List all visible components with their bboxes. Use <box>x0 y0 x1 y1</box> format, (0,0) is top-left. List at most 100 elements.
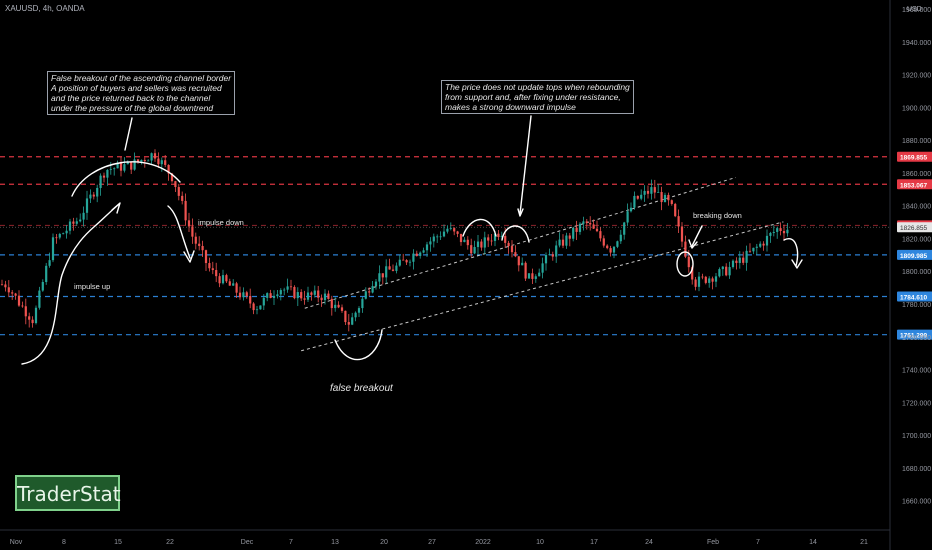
annotation-line: under the pressure of the global downtre… <box>51 103 214 113</box>
level-tag-label: 1869.855 <box>900 155 927 162</box>
candle-body <box>718 269 721 277</box>
y-tick-label: 1820.000 <box>902 236 931 243</box>
candle-body <box>170 173 174 182</box>
candle-body <box>558 239 561 246</box>
candle-body <box>555 245 558 257</box>
candle-body <box>323 293 327 301</box>
annotation-no-new-tops: The price does not update tops when rebo… <box>441 80 634 114</box>
candle-body <box>4 284 7 288</box>
arrow-forecast <box>783 238 799 267</box>
x-tick-label: 7 <box>756 539 760 546</box>
candle-body <box>507 242 510 247</box>
candle-body <box>687 256 690 268</box>
candle-body <box>725 266 728 276</box>
candle-body <box>572 227 575 239</box>
candle-body <box>283 289 286 291</box>
candle-body <box>55 237 58 239</box>
candle-body <box>497 233 500 237</box>
candle-body <box>561 239 565 246</box>
candle-body <box>34 307 38 324</box>
x-tick-label: Feb <box>707 539 719 546</box>
candle-body <box>419 252 422 256</box>
candle-body <box>357 308 361 313</box>
candle-body <box>453 228 456 232</box>
candle-body <box>742 257 745 263</box>
candle-body <box>296 292 299 299</box>
candle-body <box>221 275 225 284</box>
candle-body <box>487 237 490 241</box>
candle-body <box>548 254 551 256</box>
arc-top <box>71 161 181 197</box>
candle-body <box>782 231 786 234</box>
label-breaking-down: breaking down <box>693 211 742 220</box>
candle-body <box>340 307 344 311</box>
candle-body <box>429 241 432 245</box>
candle-body <box>116 162 119 169</box>
candle-body <box>347 322 350 325</box>
candle-body <box>660 192 663 203</box>
candle-body <box>776 228 779 232</box>
candle-body <box>194 236 197 244</box>
y-tick-label: 1920.000 <box>902 73 931 80</box>
candle-body <box>480 241 483 248</box>
x-tick-label: 7 <box>289 539 293 546</box>
candle-body <box>646 190 650 194</box>
candle-body <box>242 292 245 298</box>
candle-body <box>167 164 170 174</box>
candle-body <box>589 222 592 225</box>
candle-body <box>623 222 626 235</box>
candle-body <box>378 273 381 282</box>
candle-body <box>670 200 673 204</box>
price-axis[interactable]: 1960.000 1940.000 1920.000 1900.000 1880.000… <box>902 7 931 506</box>
candle-body <box>255 309 259 311</box>
candle-body <box>181 195 184 201</box>
ascending-channel <box>301 177 784 352</box>
candle-body <box>245 292 248 296</box>
candle-body <box>738 257 741 263</box>
candle-body <box>75 221 78 224</box>
label-false-breakout: false breakout <box>330 383 393 394</box>
candle-body <box>769 232 772 236</box>
level-tag <box>897 151 932 162</box>
candle-body <box>473 247 476 254</box>
candle-body <box>157 158 160 165</box>
candle-body <box>143 159 146 162</box>
y-tick-label: 1680.000 <box>902 466 931 473</box>
candle-body <box>51 237 55 261</box>
candle-body <box>211 268 214 271</box>
candle-body <box>779 228 782 232</box>
arrow-head <box>111 202 121 214</box>
x-tick-label: 2022 <box>475 539 491 546</box>
x-tick-label: 21 <box>860 539 868 546</box>
candle-body <box>99 175 102 188</box>
x-tick-label: Dec <box>241 539 254 546</box>
x-tick-label: 15 <box>114 539 122 546</box>
candle-body <box>708 278 711 283</box>
candle-body <box>470 245 473 254</box>
candle-body <box>466 239 469 246</box>
x-tick-label: 27 <box>428 539 436 546</box>
candle-body <box>748 250 752 252</box>
candle-body <box>187 220 191 227</box>
level-tag <box>897 291 932 302</box>
candle-body <box>442 231 446 237</box>
candle-body <box>198 243 201 246</box>
candle-body <box>667 194 670 201</box>
x-tick-label: 17 <box>590 539 598 546</box>
candle-body <box>38 290 41 308</box>
candle-body <box>395 265 398 271</box>
candle-body <box>446 228 449 232</box>
time-axis[interactable]: Nov 8 15 22 Dec 7 13 20 27 2022 10 17 24 Feb 7 14 21 <box>10 539 868 546</box>
candle-body <box>653 187 656 193</box>
candle-body <box>391 269 395 271</box>
currency-label: USD <box>907 6 922 13</box>
candle-body <box>483 237 486 248</box>
candle-body <box>616 241 619 247</box>
current-price-label: 1826.855 <box>900 225 927 232</box>
candle-body <box>153 153 157 159</box>
candle-body <box>402 259 405 261</box>
candle-body <box>619 234 622 242</box>
candle-body <box>306 292 310 300</box>
candle-body <box>663 194 667 203</box>
candle-body <box>106 169 109 178</box>
